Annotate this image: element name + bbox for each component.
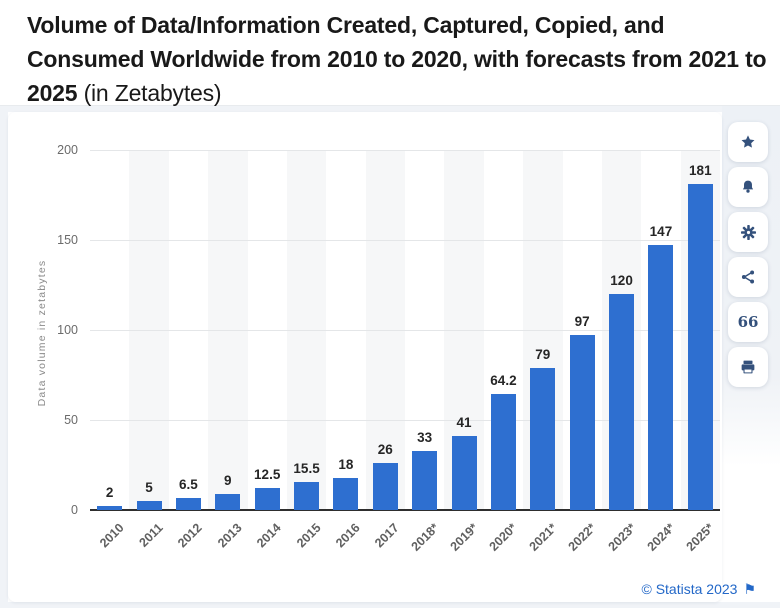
- bar[interactable]: [412, 450, 438, 510]
- bar[interactable]: [294, 482, 320, 510]
- bar[interactable]: [175, 498, 201, 510]
- y-tick-label: 100: [57, 323, 78, 337]
- flag-icon: ⚑: [743, 581, 756, 597]
- settings-button[interactable]: [728, 212, 768, 252]
- cite-button[interactable]: 66: [728, 302, 768, 342]
- share-icon: [739, 268, 757, 286]
- bar[interactable]: [530, 367, 556, 510]
- y-tick-label: 50: [64, 413, 78, 427]
- y-tick-label: 200: [57, 143, 78, 157]
- y-tick-label: 0: [71, 503, 78, 517]
- favorite-button[interactable]: [728, 122, 768, 162]
- gridline: [90, 330, 720, 331]
- bar[interactable]: [451, 436, 477, 510]
- bar-value-label: 9: [224, 472, 232, 488]
- bar[interactable]: [97, 506, 123, 510]
- gridline: [90, 420, 720, 421]
- star-icon: [739, 133, 757, 151]
- bar-value-label: 6.5: [179, 477, 198, 493]
- bar-value-label: 33: [417, 429, 433, 445]
- page-margin-top: [0, 106, 780, 112]
- bar[interactable]: [609, 294, 635, 510]
- header: Volume of Data/Information Created, Capt…: [0, 0, 780, 106]
- printer-icon: [739, 358, 757, 376]
- bar-value-label: 12.5: [254, 466, 281, 482]
- bar-value-label: 5: [145, 480, 153, 495]
- page-margin-left: [0, 106, 8, 608]
- bar-value-label: 26: [377, 442, 393, 458]
- bar[interactable]: [333, 477, 359, 510]
- gridline: [90, 150, 720, 151]
- bar-value-label: 97: [574, 314, 590, 330]
- share-button[interactable]: [728, 257, 768, 297]
- bar[interactable]: [254, 487, 280, 510]
- statista-copyright-link[interactable]: © Statista 2023: [641, 581, 738, 597]
- bar-value-label: 18: [338, 456, 354, 472]
- bar[interactable]: [687, 184, 713, 510]
- chart-title-bold: Volume of Data/Information Created, Capt…: [27, 12, 767, 106]
- bar[interactable]: [372, 463, 398, 510]
- bar-value-label: 64.2: [490, 373, 517, 389]
- y-tick-label: 150: [57, 233, 78, 247]
- bar-value-label: 15.5: [293, 461, 320, 477]
- chart-title-units: (in Zetabytes): [77, 80, 222, 106]
- gear-icon: [739, 223, 758, 242]
- bar-value-label: 181: [689, 163, 712, 179]
- bar[interactable]: [490, 394, 516, 510]
- print-button[interactable]: [728, 347, 768, 387]
- bar[interactable]: [648, 245, 674, 510]
- chart-title: Volume of Data/Information Created, Capt…: [27, 8, 767, 110]
- quote-icon: 66: [737, 312, 759, 331]
- bar-value-label: 147: [649, 224, 673, 240]
- footer: © Statista 2023 ⚑: [642, 581, 757, 598]
- bar[interactable]: [215, 493, 241, 510]
- bar-value-label: 120: [610, 273, 633, 288]
- page-margin-bottom: [0, 602, 780, 608]
- alert-button[interactable]: [728, 167, 768, 207]
- gridline: [90, 240, 720, 241]
- bar-value-label: 2: [105, 485, 114, 501]
- bar-value-label: 79: [535, 346, 551, 362]
- bar[interactable]: [136, 501, 162, 510]
- bar[interactable]: [569, 335, 595, 510]
- bar-value-label: 41: [456, 415, 472, 431]
- bell-icon: [739, 178, 757, 196]
- x-axis-line: [90, 509, 720, 511]
